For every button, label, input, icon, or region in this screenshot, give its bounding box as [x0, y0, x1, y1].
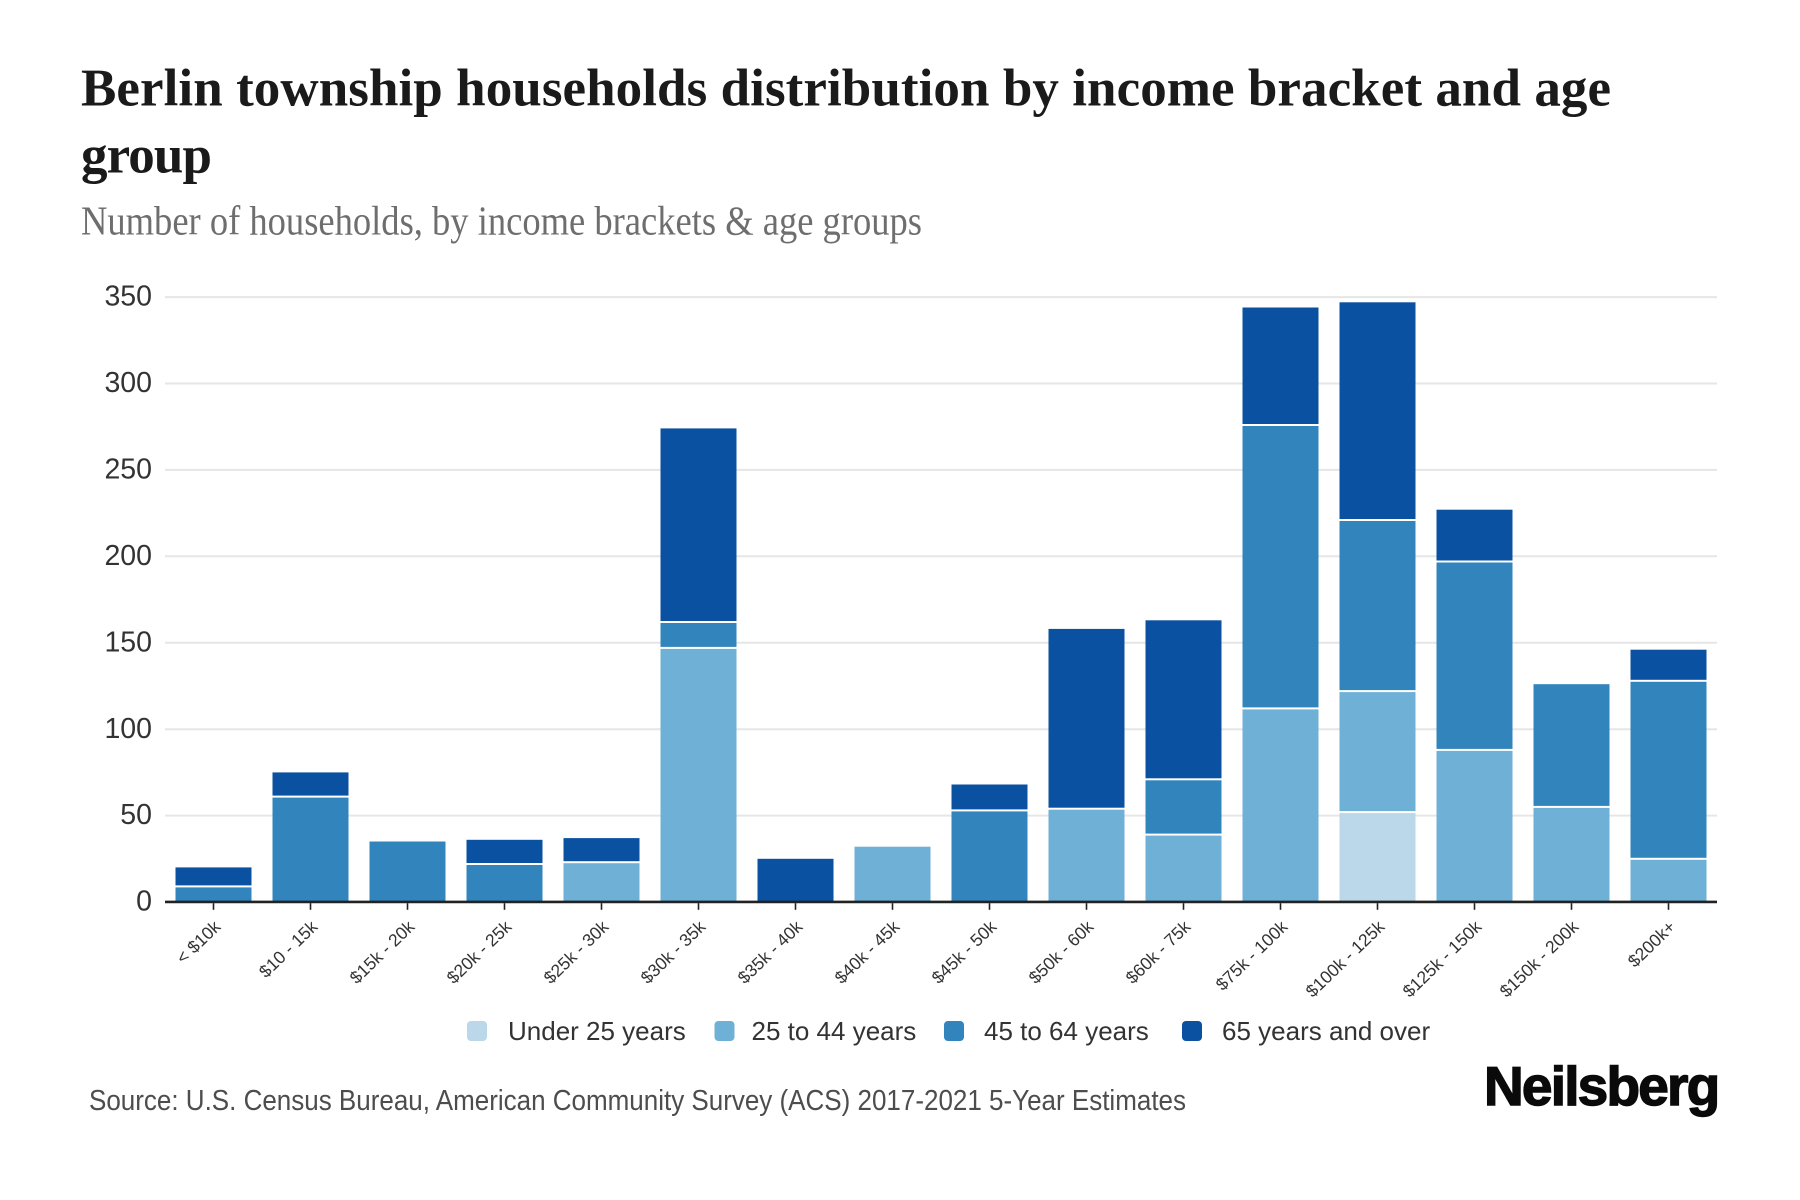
svg-text:Neilsberg: Neilsberg: [1484, 1055, 1718, 1117]
svg-text:group: group: [81, 127, 212, 185]
svg-text:200: 200: [104, 540, 152, 572]
svg-text:100: 100: [104, 713, 152, 745]
svg-text:45 to 64 years: 45 to 64 years: [984, 1016, 1149, 1046]
svg-text:25 to 44 years: 25 to 44 years: [752, 1016, 917, 1046]
svg-text:300: 300: [104, 367, 152, 399]
svg-text:Source: U.S. Census Bureau, Am: Source: U.S. Census Bureau, American Com…: [89, 1085, 1186, 1117]
svg-text:0: 0: [136, 886, 152, 918]
svg-text:350: 350: [104, 281, 152, 313]
svg-text:65 years and over: 65 years and over: [1222, 1016, 1430, 1046]
svg-text:50: 50: [120, 799, 152, 831]
svg-text:Under 25 years: Under 25 years: [508, 1016, 686, 1046]
svg-text:Berlin township households dis: Berlin township households distribution …: [81, 60, 1611, 118]
svg-text:Number of households, by incom: Number of households, by income brackets…: [81, 198, 922, 244]
svg-text:250: 250: [104, 454, 152, 486]
svg-text:150: 150: [104, 626, 152, 658]
